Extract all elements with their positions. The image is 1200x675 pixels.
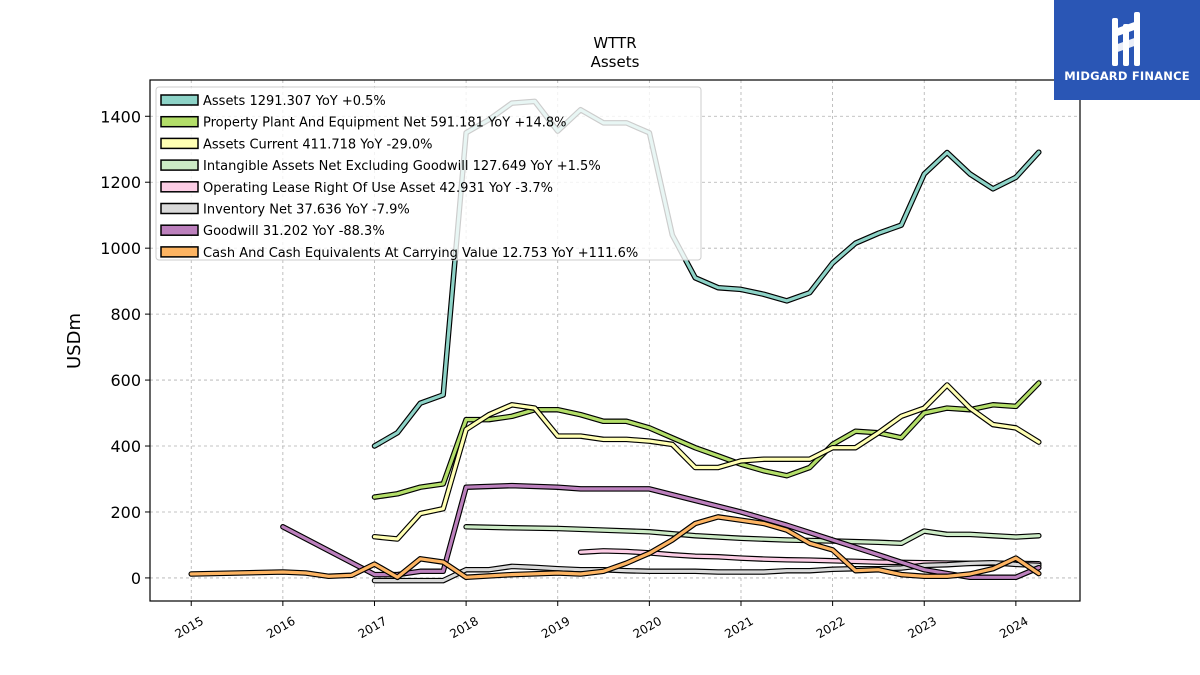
legend-label-7: Cash And Cash Equivalents At Carrying Va… xyxy=(203,246,638,261)
series-line-6 xyxy=(281,484,1041,579)
legend-swatch-0 xyxy=(160,94,199,106)
legend-label-1: Property Plant And Equipment Net 591.181… xyxy=(203,116,567,131)
x-tick-label: 2022 xyxy=(814,614,847,641)
legend-swatch-3 xyxy=(160,159,199,171)
legend-swatch-6 xyxy=(160,224,199,236)
x-tick-label: 2016 xyxy=(264,614,297,641)
x-tick-label: 2023 xyxy=(906,614,939,641)
x-tick-label: 2017 xyxy=(356,614,389,641)
plot-frame xyxy=(149,79,1081,602)
x-tick-label: 2024 xyxy=(997,614,1030,641)
brand-name: MIDGARD FINANCE xyxy=(1064,69,1190,83)
brand-mark-icon xyxy=(1112,12,1140,66)
series-line-2 xyxy=(372,383,1041,541)
x-tick-label: 2018 xyxy=(447,614,480,641)
legend-swatch-4 xyxy=(160,181,199,193)
y-tick-label: 0 xyxy=(131,569,141,588)
legend-label-0: Assets 1291.307 YoY +0.5% xyxy=(203,94,386,109)
x-tick-label: 2019 xyxy=(539,614,572,641)
x-axis: 2015 2016 2017 2018 2019 2020 2021 2022 2023 2024 xyxy=(173,601,1031,641)
legend-swatch-1 xyxy=(160,115,199,128)
brand-logo: MIDGARD FINANCE xyxy=(1054,0,1200,100)
y-tick-label: 200 xyxy=(110,503,141,522)
y-axis-label: USDm xyxy=(64,313,85,369)
y-tick-label: 600 xyxy=(110,371,141,390)
y-tick-label: 400 xyxy=(110,437,141,456)
legend-label-4: Operating Lease Right Of Use Asset 42.93… xyxy=(203,181,553,196)
legend-box xyxy=(155,86,702,261)
series-outline-1 xyxy=(371,380,1042,500)
series-line-1 xyxy=(372,381,1041,499)
x-tick-label: 2015 xyxy=(173,614,206,641)
y-tick-label: 1200 xyxy=(100,173,141,192)
chart-subtitle: Assets xyxy=(591,53,640,71)
y-axis: 0 200 400 600 800 1000 1200 1400 xyxy=(100,107,150,588)
legend: Assets 1291.307 YoY +0.5% Property Plant … xyxy=(155,86,702,261)
x-tick-label: 2021 xyxy=(722,614,755,641)
legend-label-6: Goodwill 31.202 YoY -88.3% xyxy=(203,224,385,239)
y-tick-label: 1400 xyxy=(100,107,141,126)
series-line-5 xyxy=(372,561,1041,583)
legend-swatch-5 xyxy=(160,202,199,215)
series-line-7 xyxy=(189,515,1041,579)
chart-title: WTTR xyxy=(593,34,636,52)
legend-label-3: Intangible Assets Net Excluding Goodwill… xyxy=(203,159,601,174)
legend-swatch-7 xyxy=(160,246,199,258)
legend-swatch-2 xyxy=(160,137,199,150)
y-tick-label: 1000 xyxy=(100,239,141,258)
y-tick-label: 800 xyxy=(110,305,141,324)
legend-label-5: Inventory Net 37.636 YoY -7.9% xyxy=(203,203,410,218)
legend-label-2: Assets Current 411.718 YoY -29.0% xyxy=(203,137,433,152)
x-tick-label: 2020 xyxy=(631,614,664,641)
